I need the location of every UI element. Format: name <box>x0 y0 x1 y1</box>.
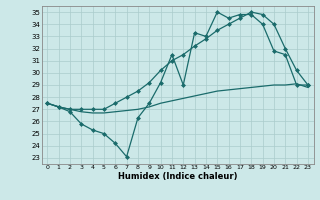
X-axis label: Humidex (Indice chaleur): Humidex (Indice chaleur) <box>118 172 237 181</box>
